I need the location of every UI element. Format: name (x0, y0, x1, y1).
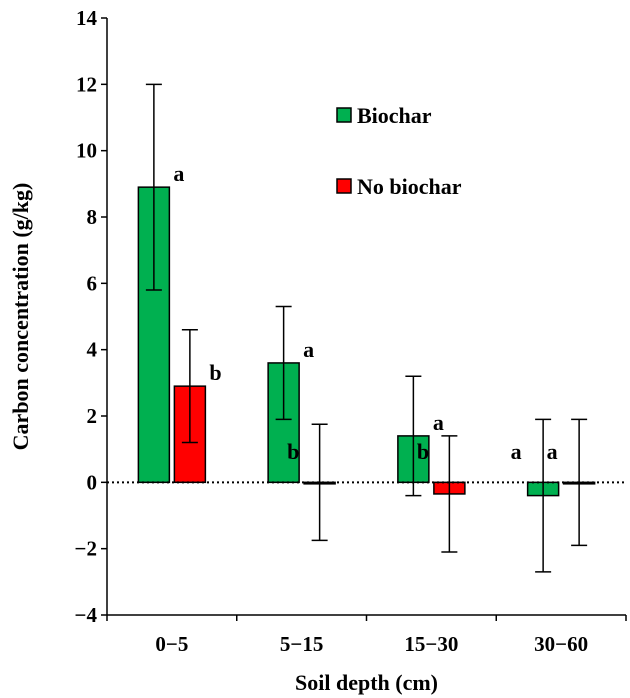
y-tick-label: 14 (76, 6, 98, 30)
x-axis-title: Soil depth (cm) (295, 670, 438, 695)
legend-swatch-no-biochar (336, 178, 352, 194)
x-tick-label: 0−5 (155, 632, 188, 656)
significance-label-biochar-3: a (511, 439, 522, 464)
legend-label-biochar: Biochar (357, 103, 432, 128)
y-tick-label: 10 (76, 139, 97, 163)
x-tick-label: 15−30 (404, 632, 458, 656)
legend-label-no-biochar: No biochar (357, 174, 462, 199)
error-bars-layer (145, 83, 588, 573)
significance-label-no-biochar-3: a (547, 439, 558, 464)
legend-swatch-biochar (336, 107, 352, 123)
y-tick-label: 0 (87, 470, 98, 494)
x-tick-label: 30−60 (534, 632, 588, 656)
significance-label-no-biochar-2: b (417, 439, 429, 464)
y-tick-label: 6 (87, 271, 98, 295)
y-tick-label: 4 (87, 338, 98, 362)
y-tick-label: 2 (87, 404, 98, 428)
y-tick-label: −4 (75, 603, 98, 627)
legend: Biochar No biochar (336, 103, 462, 199)
significance-label-biochar-1: a (303, 337, 314, 362)
significance-label-biochar-0: a (173, 161, 184, 186)
y-tick-label: 8 (87, 205, 98, 229)
significance-label-no-biochar-0: b (209, 360, 221, 385)
y-tick-label: −2 (75, 537, 97, 561)
axes: −4 −2 0 2 4 6 8 10 12 14 0−5 5−15 15−30 30−60 (75, 6, 627, 656)
y-axis-title: Carbon concentration (g/kg) (8, 183, 33, 451)
y-tick-label: 12 (76, 72, 97, 96)
x-tick-label: 5−15 (280, 632, 323, 656)
significance-label-no-biochar-1: b (287, 439, 299, 464)
significance-label-biochar-2: a (433, 410, 444, 435)
